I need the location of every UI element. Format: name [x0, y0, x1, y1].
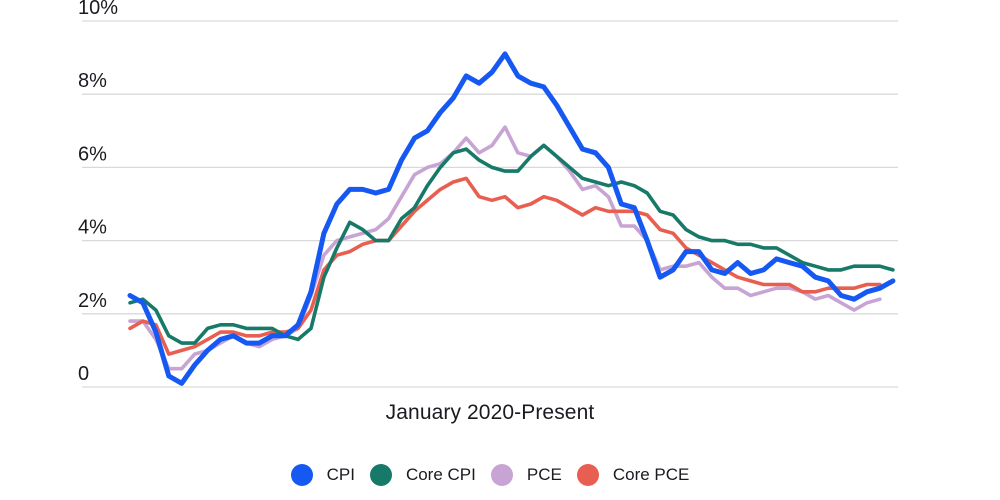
- legend-item-core-cpi: Core CPI: [369, 464, 476, 486]
- y-axis-label-2%: 2%: [78, 290, 107, 312]
- legend-item-core-pce: Core PCE: [576, 464, 690, 486]
- legend-item-cpi: CPI: [290, 464, 355, 486]
- series-line-core-cpi: [128, 143, 895, 345]
- x-axis-label: January 2020-Present: [385, 401, 595, 424]
- legend-dot-cpi: [290, 464, 313, 486]
- y-axis-label-8%: 8%: [78, 70, 107, 92]
- chart-legend: CPI Core CPI PCE Core PCE: [0, 464, 980, 486]
- y-axis-label-0: 0: [78, 363, 89, 385]
- y-axis-label-6%: 6%: [78, 143, 107, 165]
- inflation-line-chart: 0 2% 4% 6% 8% 10%: [78, 0, 898, 388]
- legend-label-core-cpi: Core CPI: [405, 465, 476, 484]
- legend-label-cpi: CPI: [326, 465, 355, 484]
- legend-dot-core-pce: [576, 464, 599, 486]
- series-line-cpi: [127, 51, 896, 386]
- legend-dot-pce: [490, 464, 513, 486]
- legend-item-pce: PCE: [490, 464, 562, 486]
- legend-label-core-pce: Core PCE: [612, 465, 690, 484]
- legend-label-pce: PCE: [526, 465, 562, 484]
- legend-dot-core-cpi: [369, 464, 392, 486]
- series-line-core-pce: [128, 176, 882, 356]
- y-axis-label-4%: 4%: [78, 217, 107, 239]
- y-axis-label-10%: 10%: [78, 0, 118, 19]
